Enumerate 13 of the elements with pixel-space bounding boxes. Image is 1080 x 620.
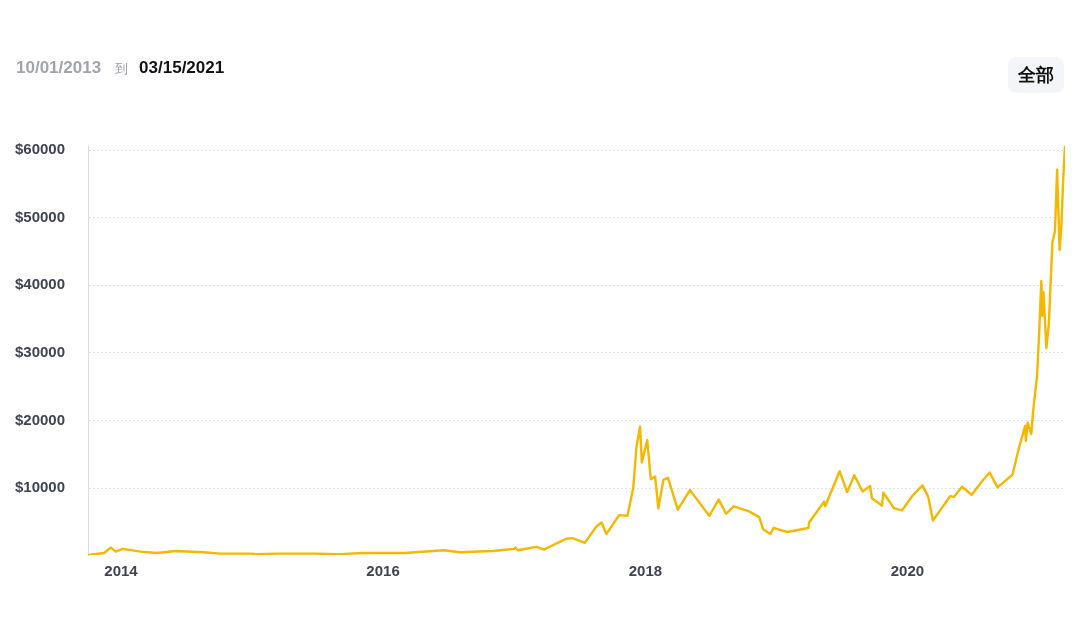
text: 10/01/2013: [16, 58, 102, 78]
x-tick-label: 2018: [628, 562, 663, 580]
y-tick-label: $30000: [15, 343, 66, 361]
text: 到: [115, 60, 129, 78]
y-tick-label: $10000: [15, 478, 66, 496]
x-tick-label: 2016: [366, 562, 400, 580]
y-tick-label: $20000: [15, 410, 66, 428]
x-tick-label: 2014: [104, 562, 139, 580]
y-tick-label: $50000: [15, 207, 66, 225]
y-tick-label: $40000: [15, 275, 66, 293]
text: 03/15/2021: [139, 58, 225, 78]
y-tick-label: $60000: [15, 140, 66, 158]
x-tick-label: 2020: [890, 562, 925, 580]
